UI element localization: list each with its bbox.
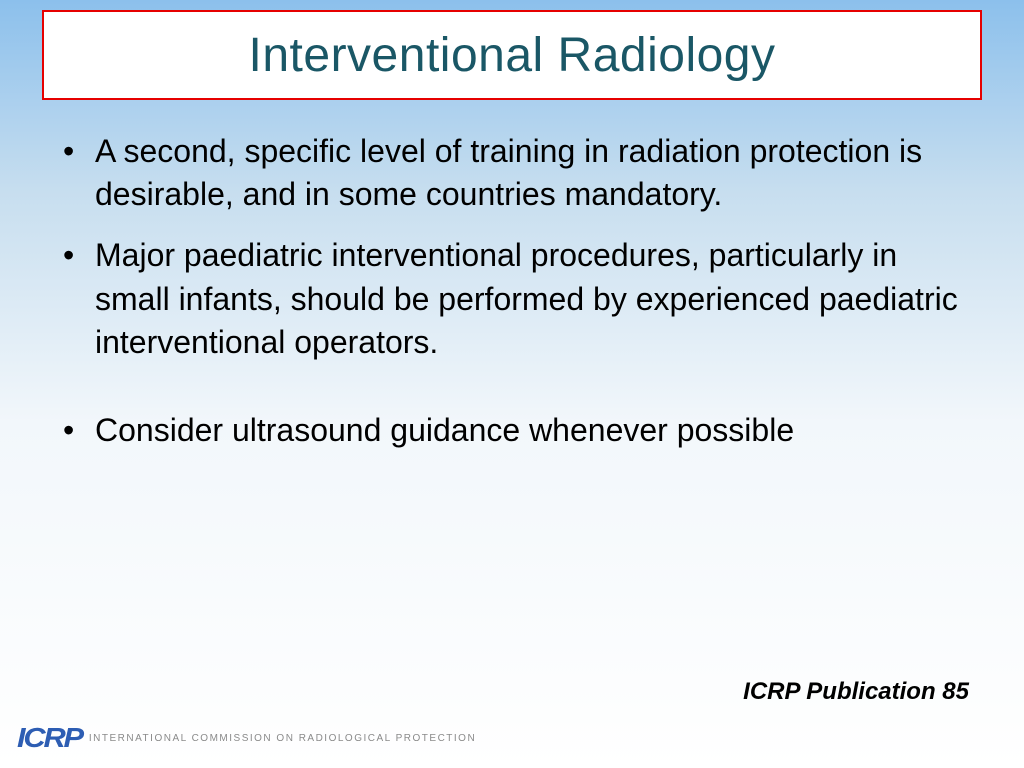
- bullet-item: Major paediatric interventional procedur…: [55, 234, 969, 364]
- bullet-item: A second, specific level of training in …: [55, 130, 969, 216]
- title-container: Interventional Radiology: [42, 10, 982, 100]
- citation: ICRP Publication 85: [743, 678, 969, 706]
- content-area: A second, specific level of training in …: [55, 130, 969, 479]
- bullet-item: Consider ultrasound guidance whenever po…: [55, 400, 969, 461]
- footer-logo: ICRP INTERNATIONAL COMMISSION ON RADIOLO…: [20, 722, 476, 754]
- logo-subtitle: INTERNATIONAL COMMISSION ON RADIOLOGICAL…: [89, 733, 476, 744]
- bullet-list: A second, specific level of training in …: [55, 130, 969, 461]
- logo-mark: ICRP: [17, 722, 82, 754]
- slide-title: Interventional Radiology: [249, 28, 776, 83]
